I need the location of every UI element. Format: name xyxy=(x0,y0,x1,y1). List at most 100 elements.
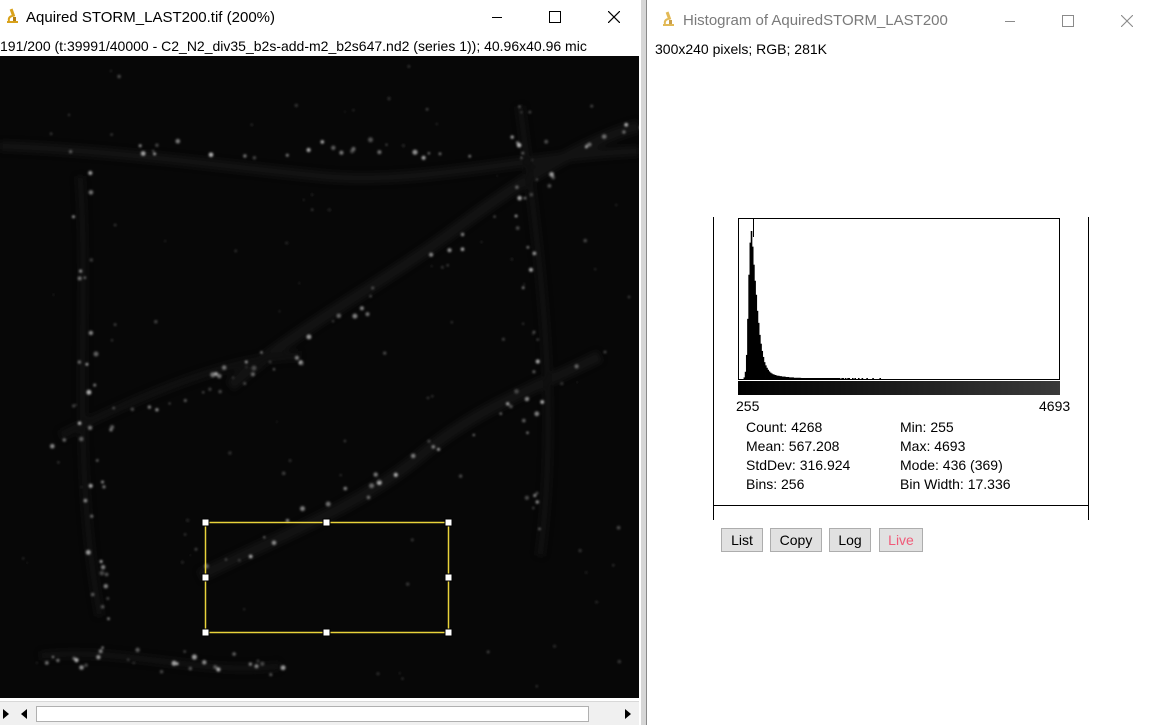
scroll-right-icon[interactable] xyxy=(619,702,637,725)
fluorescent-spot xyxy=(112,406,115,410)
histogram-bar xyxy=(824,378,827,379)
histogram-bar xyxy=(787,376,790,379)
histogram-bar xyxy=(786,376,789,379)
histogram-bar xyxy=(773,374,775,379)
fluorescent-spot xyxy=(601,134,607,139)
fluorescent-spot xyxy=(336,313,342,319)
close-button[interactable] xyxy=(1104,4,1150,38)
histogram-bars xyxy=(743,231,882,379)
fluorescent-spot xyxy=(366,495,371,500)
frame-play-icon[interactable] xyxy=(0,702,14,725)
fluorescent-spot xyxy=(431,395,434,398)
fluorescent-spot xyxy=(294,103,298,108)
fluorescent-spot xyxy=(377,150,382,155)
stat-max: Max: 4693 xyxy=(900,438,966,454)
fluorescent-spot xyxy=(584,145,588,149)
roi-handle[interactable] xyxy=(322,628,331,637)
fluorescent-spot xyxy=(526,397,530,400)
fluorescent-spot xyxy=(268,360,272,364)
list-button[interactable]: List xyxy=(721,528,763,552)
fluorescent-spot xyxy=(377,479,381,482)
roi-handle[interactable] xyxy=(201,518,210,527)
roi-handle[interactable] xyxy=(444,573,453,582)
copy-button[interactable]: Copy xyxy=(770,528,822,552)
fluorescent-spot xyxy=(228,451,232,455)
fluorescent-spot xyxy=(127,658,130,661)
fluorescent-spot xyxy=(96,655,101,660)
histogram-bar xyxy=(807,378,810,379)
histogram-bar xyxy=(813,378,816,379)
stat-bin-width: Bin Width: 17.336 xyxy=(900,476,1011,492)
stat-mean: Mean: 567.208 xyxy=(746,438,840,454)
fluorescent-spot xyxy=(426,396,430,400)
fluorescent-spot xyxy=(583,238,587,243)
fluorescent-spot xyxy=(344,111,346,113)
fluorescent-spot xyxy=(107,617,110,620)
histogram-bar xyxy=(818,378,821,379)
roi-handle[interactable] xyxy=(201,573,210,582)
fluorescent-spot xyxy=(459,474,463,478)
roi-handle[interactable] xyxy=(444,628,453,637)
fluorescent-spot xyxy=(251,365,257,371)
fluorescent-spot xyxy=(79,665,84,670)
fluorescent-spot xyxy=(104,572,109,577)
close-button[interactable] xyxy=(591,0,637,34)
histogram-bar xyxy=(790,377,792,379)
scroll-thumb[interactable] xyxy=(36,706,589,722)
fluorescence-image xyxy=(0,56,639,698)
fluorescent-spot xyxy=(371,286,375,290)
fluorescent-spot xyxy=(278,310,281,313)
histogram-window-titlebar[interactable]: Histogram of AquiredSTORM_LAST200 xyxy=(647,0,1155,40)
fluorescent-spot xyxy=(520,156,523,159)
fluorescent-spot xyxy=(135,647,140,653)
minimize-button[interactable] xyxy=(474,0,520,34)
fluorescent-spot xyxy=(281,667,284,670)
minimize-button[interactable] xyxy=(987,4,1033,38)
histogram-bar xyxy=(812,378,815,379)
fluorescent-spot xyxy=(339,150,344,155)
maximize-button[interactable] xyxy=(532,0,578,34)
log-button[interactable]: Log xyxy=(829,528,871,552)
fluorescent-spot xyxy=(147,405,152,409)
histogram-bar xyxy=(744,371,747,379)
roi-handle[interactable] xyxy=(322,518,331,527)
fluorescent-spot xyxy=(22,557,25,560)
roi-handle[interactable] xyxy=(444,518,453,527)
fluorescent-spot xyxy=(518,105,521,108)
fluorescent-spot xyxy=(496,175,499,177)
panel-left-border xyxy=(713,217,714,520)
fluorescent-spot xyxy=(401,677,404,680)
fluorescent-spot xyxy=(622,130,626,134)
image-canvas[interactable] xyxy=(0,56,639,698)
fluorescent-spot xyxy=(302,198,305,201)
stat-stddev: StdDev: 316.924 xyxy=(746,457,851,473)
fluorescent-spot xyxy=(285,241,289,245)
fluorescent-spot xyxy=(431,445,436,449)
image-window-titlebar[interactable]: Aquired STORM_LAST200.tif (200%) xyxy=(0,0,641,34)
fluorescent-spot xyxy=(332,320,335,323)
fluorescent-spot xyxy=(528,267,534,272)
maximize-button[interactable] xyxy=(1045,4,1091,38)
histogram-bar xyxy=(778,375,780,379)
histogram-bar xyxy=(835,378,837,379)
fluorescent-spot xyxy=(376,672,380,676)
fluorescent-spot xyxy=(269,673,273,677)
fluorescent-spot xyxy=(77,421,82,426)
roi-rectangle[interactable] xyxy=(201,518,453,637)
scroll-left-icon[interactable] xyxy=(16,702,34,725)
horizontal-scrollbar[interactable] xyxy=(0,701,639,725)
image-window: Aquired STORM_LAST200.tif (200%) 191/200… xyxy=(0,0,642,725)
fluorescent-spot xyxy=(553,644,557,648)
fluorescent-spot xyxy=(79,269,83,273)
histogram-bar xyxy=(796,377,798,379)
live-button[interactable]: Live xyxy=(879,528,923,552)
fluorescent-spot xyxy=(547,184,552,188)
histogram-bar xyxy=(794,377,797,379)
roi-handle[interactable] xyxy=(201,628,210,637)
fluorescent-spot xyxy=(208,387,212,391)
fluorescent-spot xyxy=(532,507,535,509)
fluorescent-spot xyxy=(80,486,83,488)
histogram-bar xyxy=(784,376,786,379)
fluorescent-spot xyxy=(531,159,534,162)
fluorescent-spot xyxy=(86,389,92,395)
